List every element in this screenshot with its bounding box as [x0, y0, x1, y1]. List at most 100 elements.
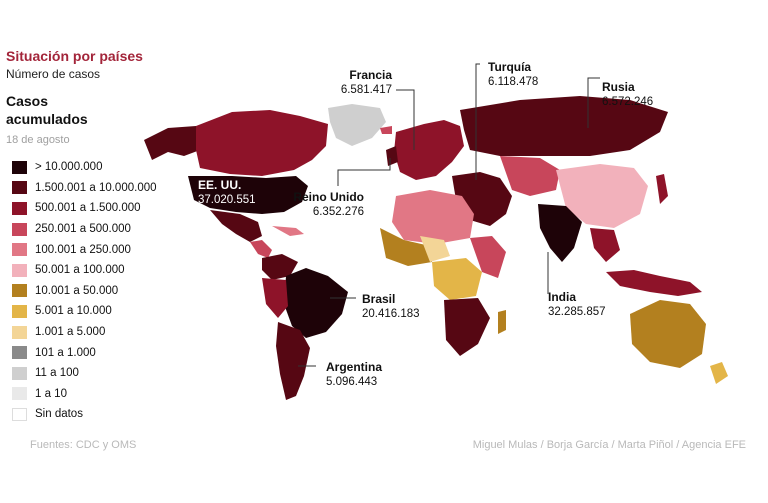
callout-india-name: India — [548, 290, 577, 304]
callout-argentina-value: 5.096.443 — [326, 376, 378, 388]
callout-brasil-name: Brasil — [362, 292, 396, 306]
legend: > 10.000.000 1.500.001 a 10.000.000 500.… — [12, 157, 157, 425]
legend-swatch — [12, 243, 27, 257]
footer-credits: Miguel Mulas / Borja García / Marta Piño… — [472, 439, 746, 451]
country-canada — [196, 110, 328, 176]
legend-item: 250.001 a 500.000 — [12, 219, 157, 240]
legend-item: 100.001 a 250.000 — [12, 239, 157, 260]
country-central-america — [250, 240, 272, 258]
legend-swatch — [12, 284, 27, 298]
legend-label: 500.001 a 1.500.000 — [35, 202, 141, 215]
callout-usa-name: EE. UU. — [198, 178, 242, 192]
legend-swatch — [12, 387, 27, 401]
callout-usa-value: 37.020.551 — [198, 194, 256, 206]
country-india — [538, 204, 582, 262]
legend-swatch — [12, 346, 27, 360]
country-russia — [460, 96, 668, 156]
legend-label: Sin datos — [35, 408, 83, 421]
country-china — [556, 164, 648, 228]
callout-argentina-name: Argentina — [326, 360, 383, 374]
legend-label: > 10.000.000 — [35, 161, 103, 174]
callout-brasil-value: 20.416.183 — [362, 308, 420, 320]
legend-swatch — [12, 201, 27, 215]
legend-item: 11 a 100 — [12, 363, 157, 384]
country-argentina — [276, 322, 310, 400]
country-mexico — [210, 210, 262, 242]
callout-francia-value: 6.581.417 — [340, 84, 392, 96]
country-peru — [262, 278, 288, 318]
country-central-africa — [432, 258, 482, 300]
country-west-africa — [380, 228, 432, 266]
country-north-africa — [392, 190, 474, 244]
country-alaska — [144, 126, 200, 160]
chart-subtitle: Número de casos — [6, 67, 101, 81]
callout-turquia-name: Turquía — [488, 60, 532, 74]
callout-francia: Francia 6.581.417 — [330, 68, 392, 98]
callout-rusia-value: 6.572.246 — [602, 96, 654, 108]
leader-francia — [396, 89, 415, 150]
country-australia — [630, 300, 706, 368]
legend-swatch — [12, 222, 27, 236]
country-sahel — [420, 236, 450, 262]
legend-item: 500.001 a 1.500.000 — [12, 198, 157, 219]
callout-turquia: Turquía 6.118.478 — [488, 60, 538, 90]
callout-usa: EE. UU. 37.020.551 — [198, 178, 256, 208]
legend-label: 1.500.001 a 10.000.000 — [35, 181, 157, 194]
country-east-africa — [470, 236, 506, 278]
callout-francia-name: Francia — [349, 68, 392, 82]
callout-reino-unido-name: Reino Unido — [293, 190, 364, 204]
legend-item: 50.001 a 100.000 — [12, 260, 157, 281]
leader-lines — [298, 63, 600, 367]
country-brazil — [284, 268, 348, 338]
country-uk — [386, 146, 398, 166]
legend-item: 5.001 a 10.000 — [12, 301, 157, 322]
legend-label: 5.001 a 10.000 — [35, 305, 112, 318]
legend-label: 1.001 a 5.000 — [35, 326, 106, 339]
legend-swatch — [12, 181, 27, 195]
country-se-asia — [590, 228, 620, 262]
chart-title: Situación por países — [6, 48, 143, 64]
legend-item: 101 a 1.000 — [12, 342, 157, 363]
callout-argentina: Argentina 5.096.443 — [326, 360, 382, 390]
callout-rusia: Rusia 6.572.246 — [602, 80, 653, 110]
legend-swatch — [12, 407, 27, 421]
country-greenland — [328, 104, 386, 146]
footer-sources: Fuentes: CDC y OMS — [30, 439, 137, 451]
callout-india-value: 32.285.857 — [548, 306, 606, 318]
legend-swatch — [12, 366, 27, 380]
country-europe — [394, 120, 464, 180]
legend-item: 10.001 a 50.000 — [12, 281, 157, 302]
callout-brasil: Brasil 20.416.183 — [362, 292, 420, 322]
callout-turquia-value: 6.118.478 — [488, 76, 539, 88]
legend-label: 1 a 10 — [35, 387, 67, 400]
legend-item: 1.500.001 a 10.000.000 — [12, 178, 157, 199]
legend-item: > 10.000.000 — [12, 157, 157, 178]
country-south-africa — [444, 298, 490, 356]
country-usa — [188, 176, 308, 214]
legend-title: Casos acumulados — [6, 93, 88, 127]
callout-reino-unido-value: 6.352.276 — [312, 206, 364, 218]
callout-india: India 32.285.857 — [548, 290, 606, 320]
legend-swatch — [12, 325, 27, 339]
country-indonesia — [606, 270, 702, 296]
legend-label: 10.001 a 50.000 — [35, 284, 119, 297]
legend-item: 1.001 a 5.000 — [12, 322, 157, 343]
legend-label: 11 a 100 — [35, 367, 79, 380]
legend-item: Sin datos — [12, 404, 157, 425]
leader-reino-unido — [337, 158, 391, 186]
leader-rusia — [587, 77, 600, 128]
legend-label: 101 a 1.000 — [35, 346, 96, 359]
legend-date: 18 de agosto — [6, 134, 70, 146]
country-caribbean — [272, 226, 304, 236]
legend-label: 100.001 a 250.000 — [35, 243, 131, 256]
callout-reino-unido: Reino Unido 6.352.276 — [288, 190, 364, 220]
country-colombia — [262, 254, 298, 280]
legend-swatch — [12, 160, 27, 174]
country-new-zealand — [710, 362, 728, 384]
leader-turquia — [475, 63, 480, 180]
legend-swatch — [12, 304, 27, 318]
legend-label: 250.001 a 500.000 — [35, 223, 131, 236]
country-central-asia — [500, 156, 560, 196]
legend-label: 50.001 a 100.000 — [35, 264, 125, 277]
